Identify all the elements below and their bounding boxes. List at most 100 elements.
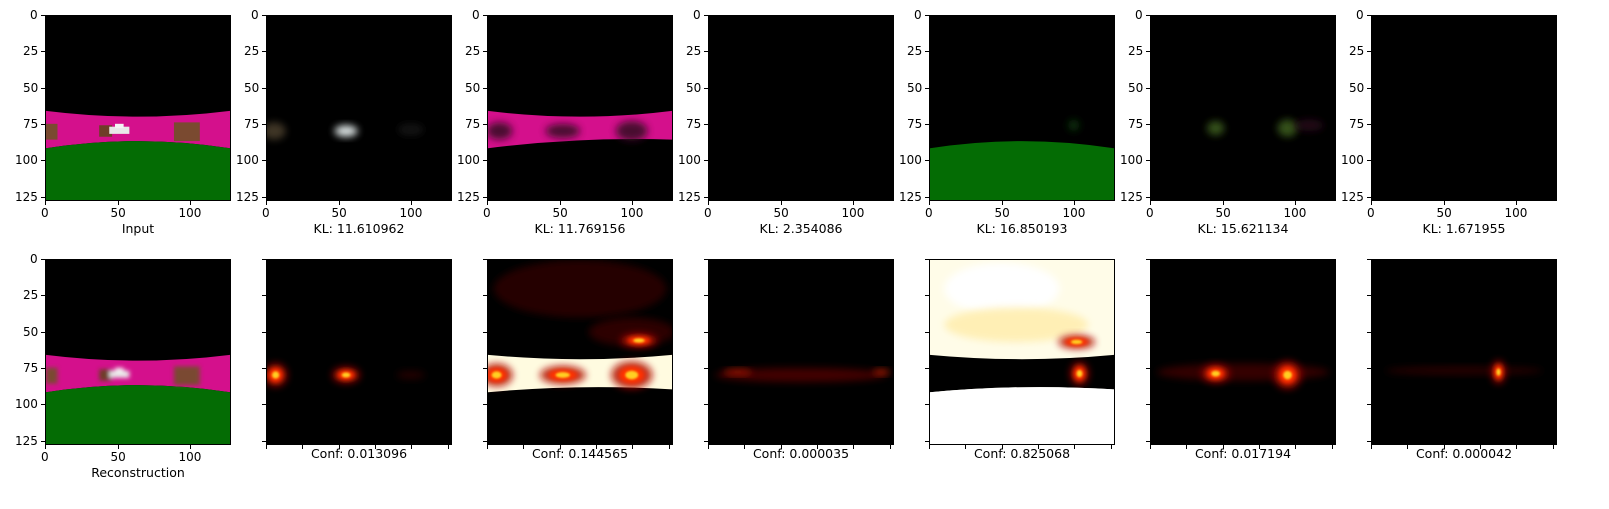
- bottom_row-y-tick-5-1: [1146, 295, 1150, 296]
- y-tick-label: 50: [1349, 81, 1365, 95]
- bottom_row-x-minor-3-0: [744, 445, 745, 449]
- top_row-y-tick-5-2: [1146, 88, 1150, 89]
- top_row-x-tick-5-2: [1295, 201, 1296, 205]
- bottom_row-x-minor-4-2: [1074, 445, 1075, 449]
- bottom_row-x-minor-1-2: [411, 445, 412, 449]
- bottom_row-x-minor-4-1: [1038, 445, 1039, 449]
- top_row-x-tick-5-0: [1150, 201, 1151, 205]
- bottom_row-y-tick-5-4: [1146, 404, 1150, 405]
- x-tick-label: 50: [552, 206, 568, 220]
- y-tick-label: 50: [23, 81, 39, 95]
- top_row-caption-1: KL: 11.610962: [313, 221, 405, 236]
- bottom_row-y-tick-3-4: [704, 404, 708, 405]
- y-tick-label: 75: [465, 117, 481, 131]
- top_row-y-tick-5-3: [1146, 124, 1150, 125]
- bottom_row-x-tick-1-1: [339, 445, 340, 449]
- top_row-panel-5: [1150, 15, 1336, 201]
- y-tick-label: 25: [907, 44, 923, 58]
- top_row-y-tick-1-5: [262, 197, 266, 198]
- top_row-y-tick-6-1: [1367, 51, 1371, 52]
- bottom_row-x-minor-1-0: [302, 445, 303, 449]
- bottom_row-x-minor-6-0: [1407, 445, 1408, 449]
- bottom_row-caption-3: Conf: 0.000035: [752, 446, 850, 461]
- bottom_row-x-tick-1-0: [266, 445, 267, 449]
- top_row-y-tick-1-0: [262, 15, 266, 16]
- bottom_row-x-minor-6-3: [1553, 445, 1554, 449]
- y-tick-label: 0: [30, 8, 38, 22]
- top_row-x-tick-1-0: [266, 201, 267, 205]
- bottom_row-y-tick-0-2: [41, 332, 45, 333]
- x-tick-label: 100: [1283, 206, 1307, 220]
- bottom_row-panel-4: [929, 259, 1115, 445]
- top_row-y-tick-1-1: [262, 51, 266, 52]
- y-tick-label: 100: [15, 397, 38, 411]
- bottom_row-y-tick-1-3: [262, 368, 266, 369]
- y-tick-label: 0: [1135, 8, 1143, 22]
- bottom_row-x-minor-6-2: [1516, 445, 1517, 449]
- x-tick-label: 0: [262, 206, 270, 220]
- bottom_row-x-tick-6-1: [1444, 445, 1445, 449]
- x-tick-label: 100: [1504, 206, 1528, 220]
- y-tick-label: 100: [236, 153, 259, 167]
- top_row-x-tick-6-2: [1516, 201, 1517, 205]
- bottom_row-y-tick-6-2: [1367, 332, 1371, 333]
- top_row-y-tick-3-2: [704, 88, 708, 89]
- bottom_row-x-minor-2-3: [669, 445, 670, 449]
- bottom_row-x-minor-5-2: [1295, 445, 1296, 449]
- slot-3-empty-image: [708, 15, 894, 201]
- y-tick-label: 75: [1349, 117, 1365, 131]
- bottom_row-x-minor-5-1: [1259, 445, 1260, 449]
- x-tick-label: 100: [841, 206, 865, 220]
- y-tick-label: 125: [457, 190, 480, 204]
- top_row-y-tick-6-5: [1367, 197, 1371, 198]
- top_row-x-tick-0-2: [190, 201, 191, 205]
- x-tick-label: 50: [110, 206, 126, 220]
- y-tick-label: 75: [907, 117, 923, 131]
- bottom_row-x-tick-6-0: [1371, 445, 1372, 449]
- x-tick-label: 0: [925, 206, 933, 220]
- top_row-y-tick-5-0: [1146, 15, 1150, 16]
- y-tick-label: 25: [1128, 44, 1144, 58]
- top_row-y-tick-0-3: [41, 124, 45, 125]
- y-tick-label: 50: [907, 81, 923, 95]
- y-tick-label: 75: [1128, 117, 1144, 131]
- top_row-x-tick-0-0: [45, 201, 46, 205]
- top_row-y-tick-5-1: [1146, 51, 1150, 52]
- bottom_row-x-minor-1-1: [375, 445, 376, 449]
- top_row-y-tick-2-4: [483, 160, 487, 161]
- bottom_row-x-minor-3-1: [817, 445, 818, 449]
- bottom_row-caption-5: Conf: 0.017194: [1194, 446, 1292, 461]
- top_row-caption-4: KL: 16.850193: [976, 221, 1068, 236]
- y-tick-label: 0: [1356, 8, 1364, 22]
- bottom_row-y-tick-5-2: [1146, 332, 1150, 333]
- top_row-y-tick-1-4: [262, 160, 266, 161]
- top_row-y-tick-5-5: [1146, 197, 1150, 198]
- bottom_row-y-tick-2-0: [483, 259, 487, 260]
- bottom_row-x-minor-2-0: [523, 445, 524, 449]
- y-tick-label: 0: [472, 8, 480, 22]
- bottom_row-x-tick-4-1: [1002, 445, 1003, 449]
- x-tick-label: 0: [41, 450, 49, 464]
- top_row-y-tick-0-0: [41, 15, 45, 16]
- top_row-y-tick-0-4: [41, 160, 45, 161]
- y-tick-label: 100: [899, 153, 922, 167]
- y-tick-label: 75: [686, 117, 702, 131]
- y-tick-label: 75: [23, 117, 39, 131]
- x-tick-label: 0: [41, 206, 49, 220]
- x-tick-label: 50: [1436, 206, 1452, 220]
- top_row-y-tick-0-2: [41, 88, 45, 89]
- y-tick-label: 100: [678, 153, 701, 167]
- x-tick-label: 50: [1215, 206, 1231, 220]
- y-tick-label: 125: [15, 190, 38, 204]
- y-tick-label: 125: [236, 190, 259, 204]
- y-tick-label: 25: [244, 44, 260, 58]
- mask-5-heatmap-image: [1150, 259, 1336, 445]
- top_row-panel-0: [45, 15, 231, 201]
- top_row-x-tick-6-0: [1371, 201, 1372, 205]
- bottom_row-x-minor-3-3: [890, 445, 891, 449]
- top_row-caption-2: KL: 11.769156: [534, 221, 626, 236]
- bottom_row-x-tick-2-1: [560, 445, 561, 449]
- bottom_row-x-tick-0-1: [118, 445, 119, 449]
- x-tick-label: 0: [1146, 206, 1154, 220]
- bottom_row-x-tick-5-1: [1223, 445, 1224, 449]
